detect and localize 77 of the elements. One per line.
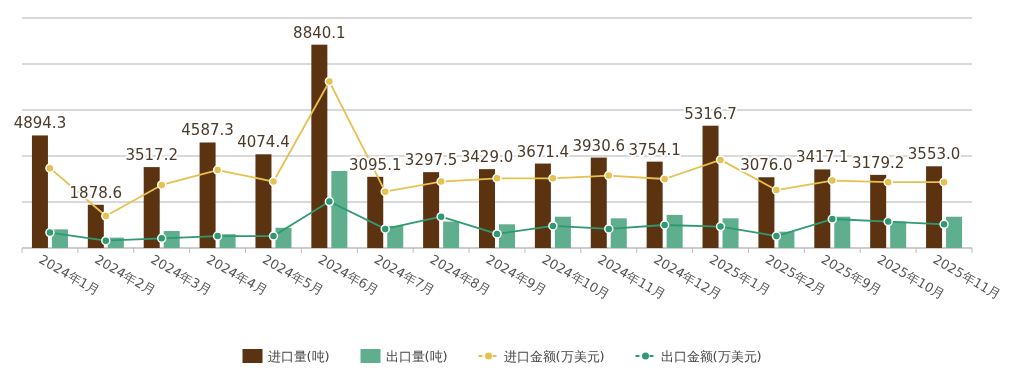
- point: [715, 221, 726, 232]
- point: [101, 211, 111, 221]
- bar: [199, 142, 216, 248]
- bar: [423, 172, 440, 248]
- point: [45, 163, 55, 173]
- point: [771, 185, 782, 195]
- bar: [814, 169, 831, 248]
- data-label: 3076.0: [740, 156, 793, 175]
- point: [436, 211, 446, 222]
- point: [212, 231, 223, 241]
- bar: [666, 214, 683, 248]
- data-label: 3517.2: [125, 146, 178, 165]
- point: [268, 176, 279, 187]
- bar: [387, 225, 404, 248]
- bar: [758, 177, 775, 248]
- bar: [722, 218, 739, 248]
- bar: [702, 125, 719, 248]
- bar: [255, 154, 272, 248]
- bar: [590, 157, 607, 248]
- legend-label: 出口量(吨): [385, 349, 448, 364]
- point: [827, 175, 838, 186]
- point: [436, 176, 446, 187]
- bar: [311, 44, 328, 248]
- data-label: 3754.1: [628, 140, 681, 159]
- data-label: 4894.3: [13, 114, 67, 133]
- point: [101, 235, 111, 246]
- point: [492, 173, 502, 184]
- point: [548, 221, 558, 231]
- bar: [834, 216, 851, 248]
- point: [883, 177, 893, 187]
- point: [324, 196, 335, 207]
- point: [771, 231, 782, 241]
- point: [659, 220, 670, 230]
- point: [939, 177, 949, 187]
- point: [715, 155, 726, 165]
- data-label: 3297.5: [404, 151, 458, 170]
- bar: [534, 163, 551, 248]
- data-label: 4587.3: [181, 121, 234, 140]
- bar: [946, 216, 963, 248]
- legend-label: 出口金额(万美元): [660, 349, 762, 364]
- bar: [331, 170, 348, 248]
- data-label: 3553.0: [907, 145, 961, 164]
- bar: [610, 218, 627, 248]
- point: [268, 231, 279, 241]
- point: [659, 174, 670, 184]
- point: [212, 165, 223, 175]
- bar: [870, 174, 887, 248]
- point: [548, 173, 558, 184]
- point: [939, 219, 949, 230]
- bar: [890, 221, 907, 248]
- point: [604, 170, 614, 181]
- bar: [926, 166, 943, 248]
- data-label: 8840.1: [293, 23, 346, 42]
- legend-label: 进口量(吨): [267, 349, 330, 364]
- data-label: 3179.2: [851, 153, 905, 172]
- point: [827, 214, 838, 224]
- data-label: 3417.1: [796, 148, 849, 167]
- point: [380, 186, 390, 197]
- data-label: 4074.4: [237, 133, 290, 152]
- legend-label: 进口金额(万美元): [503, 349, 605, 364]
- bar: [479, 169, 495, 248]
- data-label: 3671.4: [516, 142, 570, 161]
- point: [604, 224, 614, 234]
- data-label: 5316.7: [684, 104, 737, 123]
- point: [156, 233, 167, 244]
- bar: [443, 221, 460, 248]
- bar: [31, 135, 48, 248]
- point: [883, 216, 893, 227]
- bar: [646, 161, 663, 248]
- data-label: 3429.0: [460, 148, 514, 167]
- point: [492, 229, 502, 239]
- data-label: 3930.6: [572, 136, 626, 155]
- point: [380, 224, 390, 234]
- point: [45, 227, 55, 238]
- bar: [143, 167, 160, 248]
- point: [156, 180, 167, 190]
- bar: [367, 176, 384, 248]
